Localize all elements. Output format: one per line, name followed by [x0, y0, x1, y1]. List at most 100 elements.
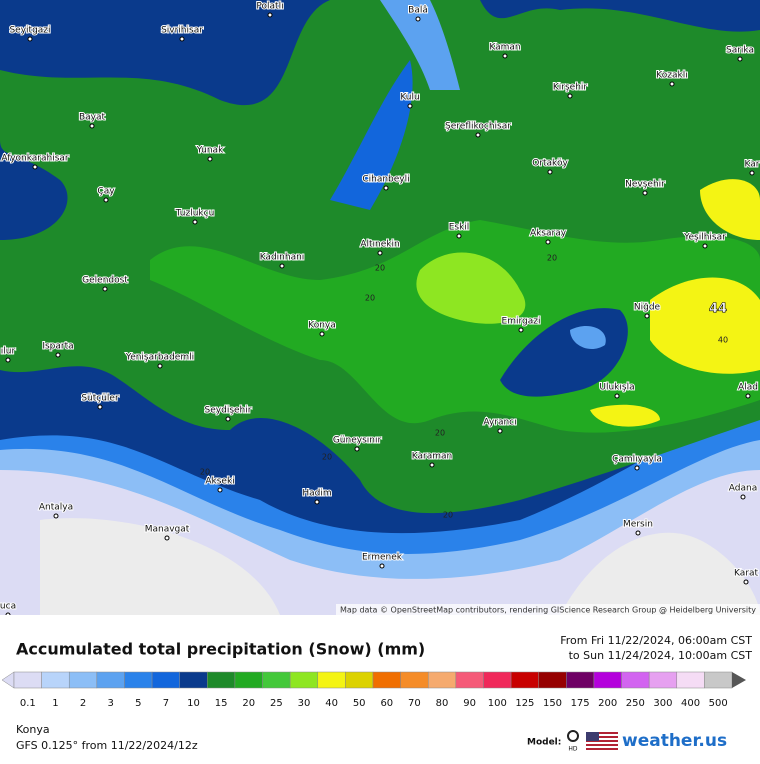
city-label: Sarıka — [726, 46, 754, 56]
city-dot — [547, 169, 553, 175]
scale-label: 40 — [325, 698, 338, 709]
city-dot — [497, 428, 503, 434]
city-label: Hadim — [302, 489, 331, 499]
scale-swatch — [372, 671, 401, 689]
city-dot — [614, 393, 620, 399]
scale-swatch — [648, 671, 678, 689]
scale-label: 60 — [380, 698, 393, 709]
city-label: Mersin — [623, 520, 653, 530]
city-dot — [164, 535, 170, 541]
city-label: Kadınhanı — [260, 253, 305, 263]
scale-label: 25 — [270, 698, 283, 709]
city-dot — [379, 563, 385, 569]
scale-label: 1 — [52, 698, 58, 709]
contour-label: 20 — [365, 294, 375, 303]
city-dot — [267, 12, 273, 18]
scale-label: 7 — [163, 698, 169, 709]
scale-label: 250 — [626, 698, 645, 709]
city-label: Gelendost — [82, 276, 128, 286]
scale-swatch — [179, 671, 208, 689]
footer: Accumulated total precipitation (Snow) (… — [0, 615, 760, 760]
city-label: Kulu — [400, 93, 419, 103]
city-dot — [102, 286, 108, 292]
scale-swatch — [538, 671, 567, 689]
scale-swatch — [151, 671, 180, 689]
flag-stripe — [586, 742, 618, 744]
brand: weather.us — [622, 731, 727, 751]
city-label: Emirgazi — [502, 317, 541, 327]
city-label: Ayrancı — [483, 418, 516, 428]
city-dot — [740, 494, 746, 500]
contour-label: 20 — [375, 264, 385, 273]
city-dot — [179, 36, 185, 42]
city-label: Ortaköy — [532, 159, 568, 169]
map-labels: Polatlı Balâ Seyitgazi Sivrihisar Kaman Sarık… — [0, 1, 760, 618]
period-to: to Sun 11/24/2024, 10:00am CST — [569, 649, 753, 662]
scale-label: 0.1 — [20, 698, 36, 709]
city-label: Polatlı — [256, 2, 283, 12]
scale-label: 175 — [571, 698, 590, 709]
scale-label: 80 — [436, 698, 449, 709]
city-label: Ulukışla — [599, 383, 634, 393]
city-label: Yunak — [196, 146, 224, 156]
city-dot — [319, 331, 325, 337]
city-dot — [518, 327, 524, 333]
scale-label: 3 — [107, 698, 113, 709]
scale-swatch — [593, 671, 622, 689]
city-label: Isparta — [42, 342, 73, 352]
scale-label: 20 — [242, 698, 255, 709]
city-label: Aksaray — [530, 229, 567, 239]
city-dot — [225, 416, 231, 422]
city-label: Antalya — [39, 503, 73, 513]
scale-label: 200 — [598, 698, 617, 709]
city-dot — [644, 313, 650, 319]
location: Konya — [16, 723, 50, 736]
scale-swatch — [566, 671, 595, 689]
city-label: Çamlıyayla — [612, 455, 662, 465]
scale-label: 70 — [408, 698, 421, 709]
city-dot — [314, 499, 320, 505]
scale-swatch — [289, 671, 319, 689]
city-dot — [502, 53, 508, 59]
city-dot — [669, 81, 675, 87]
city-label: Seyitgazi — [9, 26, 50, 36]
scale-label: 150 — [543, 698, 562, 709]
city-dot — [97, 404, 103, 410]
scale-label: 100 — [488, 698, 507, 709]
city-dot — [745, 393, 751, 399]
city-label: Konya — [308, 321, 336, 331]
city-label: Eskil — [449, 223, 470, 233]
city-dot — [635, 530, 641, 536]
contour-label: 20 — [443, 511, 453, 520]
scale-label: 50 — [353, 698, 366, 709]
city-label: Kozaklı — [656, 71, 687, 81]
scale-swatch — [510, 671, 539, 689]
scale-arrow-right — [732, 672, 746, 688]
city-label: Cihanbeyli — [362, 175, 409, 185]
city-dot — [415, 16, 421, 22]
city-label: Adana — [729, 484, 757, 494]
contour-label: 40 — [718, 336, 728, 345]
city-label: ılur — [1, 347, 16, 357]
scale-swatch — [207, 671, 236, 689]
city-label: Tuzlukçu — [175, 209, 215, 219]
map — [0, 0, 760, 615]
city-label: Seydişehir — [205, 406, 252, 416]
scale-label: 90 — [463, 698, 476, 709]
city-label: Çay — [97, 187, 115, 197]
city-label: Şereflikoçhisar — [445, 122, 511, 132]
city-dot — [32, 164, 38, 170]
city-dot — [634, 465, 640, 471]
attribution: Map data © OpenStreetMap contributors, r… — [340, 606, 756, 615]
scale-label: 125 — [515, 698, 534, 709]
city-dot — [27, 36, 33, 42]
city-dot — [192, 219, 198, 225]
city-dot — [217, 487, 223, 493]
city-dot — [749, 170, 755, 176]
scale-swatch — [262, 671, 291, 689]
scale-swatch — [704, 671, 733, 689]
city-label: Sütçüler — [81, 394, 119, 404]
period-from: From Fri 11/22/2024, 06:00am CST — [560, 634, 752, 647]
city-dot — [429, 462, 435, 468]
city-dot — [407, 103, 413, 109]
